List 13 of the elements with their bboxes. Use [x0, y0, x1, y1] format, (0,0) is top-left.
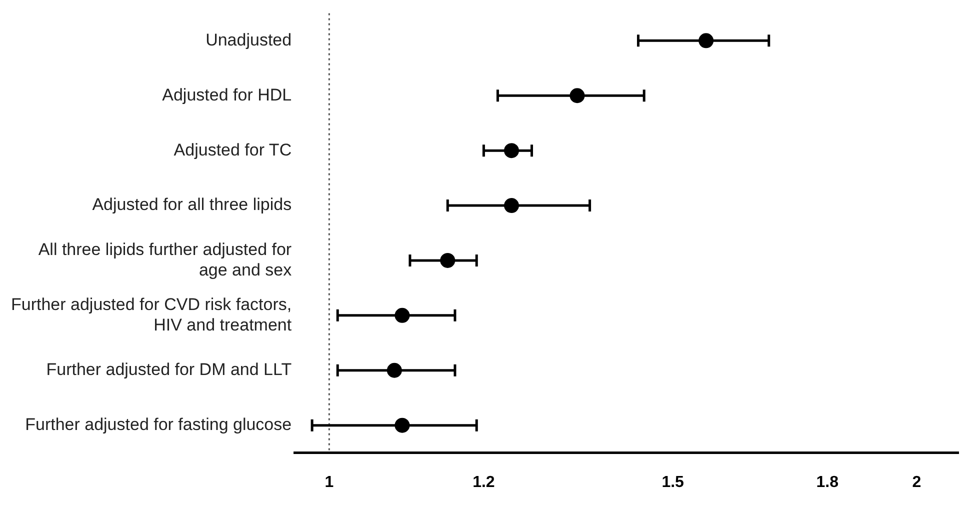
x-tick-label: 1	[324, 474, 334, 491]
y-tick-label: Unadjusted	[206, 30, 292, 50]
x-tick-label: 1.2	[472, 474, 495, 491]
y-tick-label: Further adjusted for DM and LLT	[46, 360, 292, 380]
x-tick-label: 1.8	[816, 474, 839, 491]
y-tick-label: All three lipids further adjusted for age and sex	[38, 240, 292, 280]
y-tick-label: Further adjusted for fasting glucose	[25, 415, 292, 434]
x-tick-label: 2	[912, 474, 922, 491]
y-tick-label: Adjusted for HDL	[162, 85, 292, 104]
y-tick-label: Adjusted for all three lipids	[92, 195, 292, 214]
x-tick-label: 1.5	[662, 474, 684, 491]
y-tick-label: Further adjusted for CVD risk factors, HIV and treatment	[11, 294, 292, 334]
y-tick-label: Adjusted for TC	[174, 140, 292, 160]
